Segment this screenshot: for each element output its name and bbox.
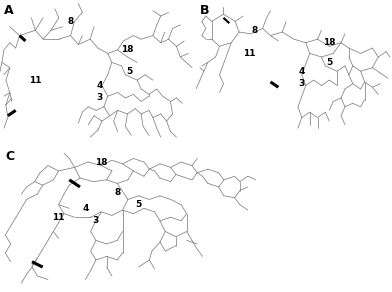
Text: 8: 8 [114,188,120,197]
Text: 4: 4 [299,67,305,76]
Text: B: B [200,4,209,17]
Text: 11: 11 [29,76,42,85]
Text: 11: 11 [243,49,255,58]
Text: 3: 3 [93,216,99,225]
Text: 11: 11 [53,213,65,222]
Text: 18: 18 [95,157,107,166]
Text: 8: 8 [252,26,258,35]
Text: 5: 5 [126,67,132,76]
Text: 4: 4 [97,81,103,90]
Text: 8: 8 [67,17,74,26]
Text: 18: 18 [323,38,336,47]
Text: 4: 4 [82,204,89,213]
Text: 3: 3 [299,79,305,88]
Text: C: C [5,150,15,163]
Text: 18: 18 [121,45,134,54]
Text: 3: 3 [97,93,103,102]
Text: 5: 5 [136,200,142,209]
Text: A: A [4,4,14,17]
Text: 5: 5 [326,58,332,67]
